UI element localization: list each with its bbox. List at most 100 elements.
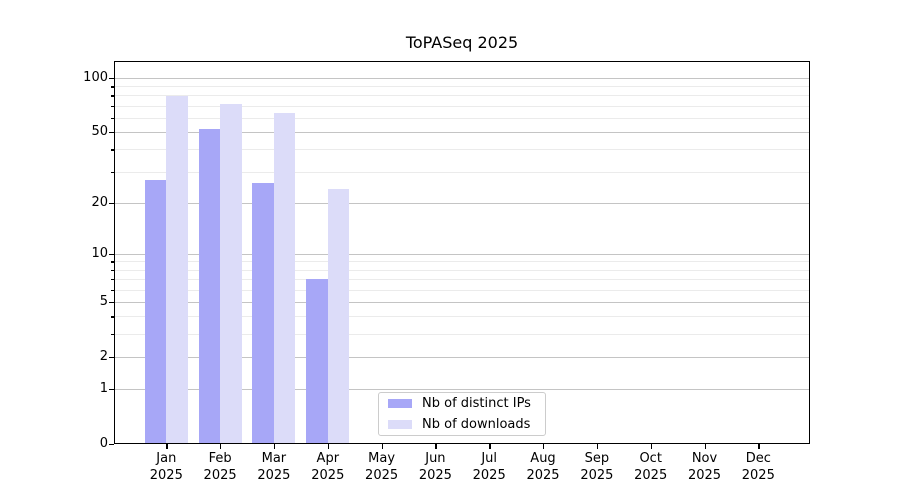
y-gridline-20 (115, 202, 809, 204)
x-tick-label-aug: Aug 2025 (511, 450, 575, 484)
y-tick-minor-8 (111, 269, 114, 272)
x-tick-label-jun: Jun 2025 (403, 450, 467, 484)
bar-nb-of-downloads-feb (220, 103, 242, 444)
y-tick-label-100: 100 (83, 69, 108, 85)
y-tick-label-5: 5 (99, 293, 108, 309)
x-tick-month: Nov (691, 451, 718, 466)
x-tick-oct (650, 444, 653, 449)
y-tick-minor-7 (111, 279, 114, 281)
y-tick-label-1: 1 (99, 381, 108, 396)
legend-item-downloads: Nb of downloads (379, 414, 545, 435)
x-tick-label-may: May 2025 (350, 450, 414, 484)
y-gridline-10 (115, 253, 809, 255)
x-tick-month: Dec (745, 451, 771, 466)
y-gridline-1 (115, 389, 809, 390)
y-tick-0 (109, 444, 114, 446)
x-tick-mar (273, 444, 276, 449)
y-gridline-2 (115, 356, 809, 358)
x-tick-month: Sep (584, 451, 610, 466)
y-tick-20 (109, 202, 114, 204)
x-tick-month: Jan (156, 451, 177, 466)
y-gridline-minor-8 (115, 269, 809, 271)
y-tick-minor-60 (111, 117, 114, 120)
x-tick-sep (596, 444, 599, 449)
y-tick-minor-70 (111, 105, 114, 108)
y-gridline-5 (115, 301, 809, 303)
y-tick-minor-6 (111, 289, 114, 291)
bar-nb-of-distinct-ips-jan (144, 179, 167, 444)
x-tick-year: 2025 (526, 468, 560, 483)
x-tick-year: 2025 (687, 468, 722, 483)
x-tick-label-apr: Apr 2025 (296, 450, 360, 484)
x-tick-label-dec: Dec 2025 (726, 450, 790, 484)
y-tick-minor-30 (111, 171, 114, 173)
x-tick-aug (543, 444, 545, 449)
x-tick-label-oct: Oct 2025 (619, 450, 683, 484)
y-tick-100 (109, 77, 114, 80)
y-tick-minor-3 (111, 334, 114, 336)
x-tick-may (381, 444, 383, 449)
chart-title: ToPASeq 2025 (405, 33, 519, 52)
x-tick-year: 2025 (203, 468, 237, 483)
x-tick-label-sep: Sep 2025 (565, 450, 629, 484)
x-tick-apr (327, 444, 330, 449)
bar-nb-of-downloads-mar (273, 112, 296, 444)
bar-nb-of-distinct-ips-apr (306, 279, 328, 444)
legend-swatch-distinct-ips (388, 399, 412, 408)
x-tick-label-mar: Mar 2025 (242, 450, 306, 484)
x-tick-jul (489, 444, 491, 449)
x-tick-year: 2025 (472, 468, 506, 483)
y-gridline-minor-3 (115, 334, 809, 335)
legend-item-distinct-ips: Nb of distinct IPs (379, 393, 545, 414)
x-tick-dec (758, 444, 760, 449)
y-tick-50 (109, 132, 114, 134)
x-tick-month: Jun (425, 451, 446, 466)
x-tick-year: 2025 (365, 468, 399, 483)
y-gridline-minor-90 (115, 86, 809, 88)
x-tick-year: 2025 (149, 468, 183, 483)
bar-nb-of-distinct-ips-mar (252, 182, 274, 444)
x-tick-label-feb: Feb 2025 (188, 450, 252, 484)
x-tick-year: 2025 (311, 468, 345, 483)
y-tick-2 (109, 356, 114, 359)
x-tick-feb (220, 444, 222, 449)
y-gridline-100 (115, 77, 809, 79)
y-gridline-minor-60 (115, 117, 809, 119)
y-gridline-50 (115, 132, 809, 134)
bar-nb-of-downloads-jan (166, 96, 188, 444)
x-tick-label-jan: Jan 2025 (134, 450, 198, 484)
y-tick-5 (109, 301, 114, 304)
bar-nb-of-downloads-apr (327, 188, 350, 444)
x-tick-jan (166, 444, 168, 449)
y-tick-minor-80 (111, 95, 114, 97)
x-tick-month: Feb (208, 451, 232, 466)
y-gridline-minor-4 (115, 316, 809, 318)
x-tick-nov (704, 444, 706, 449)
y-tick-minor-9 (111, 261, 114, 263)
bar-nb-of-distinct-ips-feb (198, 129, 221, 444)
y-tick-minor-4 (111, 316, 114, 318)
x-tick-month: Oct (639, 451, 662, 466)
y-tick-1 (109, 389, 114, 391)
x-tick-year: 2025 (741, 468, 775, 483)
y-tick-label-50: 50 (91, 124, 108, 140)
x-tick-month: Mar (261, 451, 287, 466)
y-tick-label-10: 10 (91, 245, 108, 261)
x-tick-month: Aug (530, 451, 556, 466)
x-tick-month: Jul (481, 451, 498, 466)
legend: Nb of distinct IPs Nb of downloads (378, 392, 546, 436)
x-tick-year: 2025 (418, 468, 452, 483)
legend-swatch-downloads (388, 420, 412, 429)
x-tick-month: May (368, 451, 396, 466)
y-gridline-minor-7 (115, 279, 809, 281)
y-tick-10 (109, 253, 114, 256)
x-tick-year: 2025 (634, 468, 668, 483)
y-tick-label-20: 20 (91, 194, 108, 210)
x-tick-label-nov: Nov 2025 (673, 450, 737, 484)
x-tick-year: 2025 (580, 468, 614, 483)
y-gridline-minor-80 (115, 95, 809, 97)
y-tick-label-2: 2 (99, 348, 108, 364)
y-gridline-minor-40 (115, 149, 809, 151)
y-gridline-minor-30 (115, 171, 809, 173)
x-tick-label-jul: Jul 2025 (457, 450, 521, 484)
